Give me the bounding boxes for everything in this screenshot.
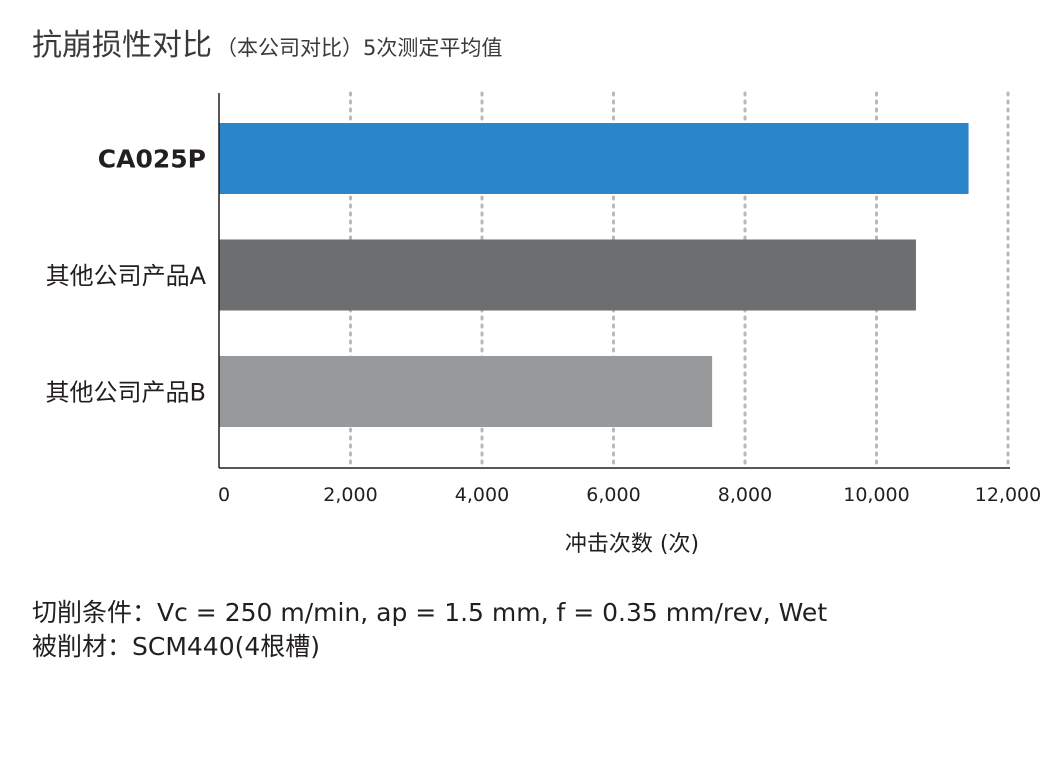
x-tick-label: 10,000 bbox=[843, 484, 909, 506]
bar bbox=[219, 123, 969, 194]
workpiece-material: 被削材：SCM440(4根槽) bbox=[32, 632, 321, 661]
test-conditions: 切削条件：Vc = 250 m/min, ap = 1.5 mm, f = 0.… bbox=[32, 596, 827, 664]
category-label: 其他公司产品A bbox=[46, 262, 207, 290]
bar bbox=[219, 239, 916, 311]
x-tick-label: 4,000 bbox=[455, 484, 509, 506]
title-main: 抗崩损性对比 bbox=[32, 28, 212, 63]
x-tick-label: 12,000 bbox=[975, 484, 1041, 506]
chart-title: 抗崩损性对比 （本公司对比）5次测定平均值 bbox=[32, 20, 502, 64]
category-label: CA025P bbox=[98, 145, 206, 174]
category-label: 其他公司产品B bbox=[46, 379, 206, 407]
cutting-conditions: 切削条件：Vc = 250 m/min, ap = 1.5 mm, f = 0.… bbox=[32, 598, 828, 627]
x-axis-label: 冲击次数 (次) bbox=[565, 532, 699, 557]
x-tick-label: 6,000 bbox=[586, 484, 640, 506]
x-tick-label: 2,000 bbox=[323, 484, 377, 506]
title-subtitle: （本公司对比）5次测定平均值 bbox=[216, 36, 503, 60]
x-tick-label: 8,000 bbox=[718, 484, 772, 506]
bar bbox=[219, 356, 713, 427]
x-tick-label: 0 bbox=[218, 484, 230, 506]
bar-chart: CA025P 其他公司产品A 其他公司产品B 0 2,000 4,000 6,000 8,00… bbox=[46, 91, 1041, 557]
